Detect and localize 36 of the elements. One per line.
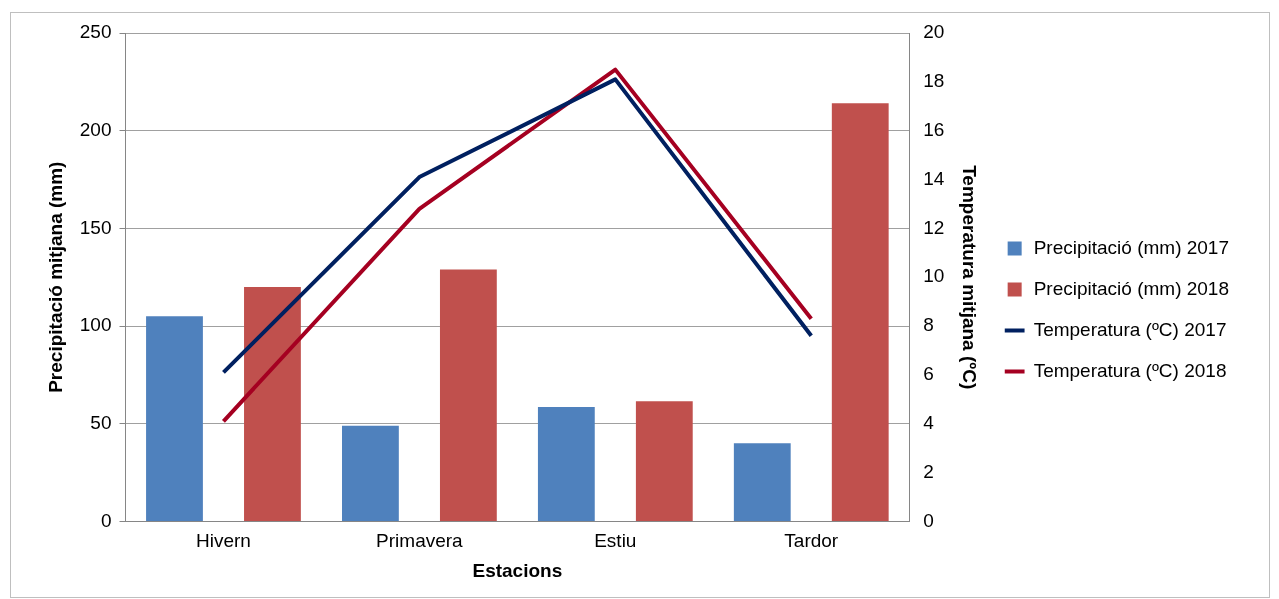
legend-label: Precipitació (mm) 2018 bbox=[1033, 277, 1229, 299]
y2-tick-label: 12 bbox=[923, 216, 945, 238]
bar bbox=[146, 316, 203, 521]
bar bbox=[537, 407, 595, 521]
y-axis-title: Precipitació mitjana (mm) bbox=[44, 161, 66, 393]
bar bbox=[244, 286, 301, 521]
bar bbox=[635, 401, 693, 521]
x-tick-label: Primavera bbox=[376, 530, 464, 552]
bar bbox=[831, 103, 889, 521]
y-tick-label: 50 bbox=[90, 411, 112, 433]
x-tick-label: Hivern bbox=[196, 530, 251, 552]
y2-tick-label: 18 bbox=[923, 70, 945, 92]
legend-label: Temperatura (ºC) 2018 bbox=[1033, 359, 1227, 381]
bar bbox=[439, 269, 497, 521]
y2-tick-label: 8 bbox=[923, 314, 934, 336]
y2-tick-label: 6 bbox=[923, 363, 934, 385]
bar bbox=[342, 425, 399, 521]
y-tick-label: 200 bbox=[79, 118, 112, 140]
y2-tick-label: 20 bbox=[923, 21, 945, 43]
y-tick-label: 150 bbox=[79, 216, 112, 238]
y-tick-label: 0 bbox=[100, 509, 112, 531]
y-tick-label: 100 bbox=[79, 314, 112, 336]
y2-tick-label: 2 bbox=[923, 460, 934, 482]
y2-tick-label: 16 bbox=[923, 118, 945, 140]
y2-tick-label: 10 bbox=[923, 265, 945, 287]
legend-label: Precipitació (mm) 2017 bbox=[1033, 236, 1229, 258]
y2-tick-label: 0 bbox=[923, 509, 934, 531]
y-tick-label: 250 bbox=[79, 21, 112, 43]
legend-label: Temperatura (ºC) 2017 bbox=[1033, 318, 1227, 340]
y2-tick-label: 4 bbox=[923, 411, 935, 433]
bar bbox=[733, 443, 791, 521]
y2-axis-title: Temperatura mitjana (ºC) bbox=[958, 165, 980, 390]
x-axis-title: Estacions bbox=[472, 559, 563, 581]
y2-tick-label: 14 bbox=[923, 167, 945, 189]
x-tick-label: Tardor bbox=[784, 530, 839, 552]
x-tick-label: Estiu bbox=[594, 530, 637, 552]
